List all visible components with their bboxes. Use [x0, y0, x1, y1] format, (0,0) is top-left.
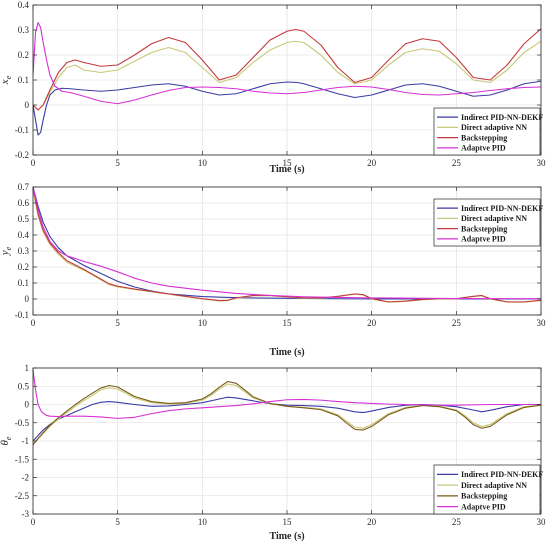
x-axis-label: Time (s): [269, 531, 304, 542]
y-tick-label: 0.1: [18, 75, 29, 85]
series-group: [33, 369, 541, 446]
y-axis-label: ye: [0, 246, 13, 256]
x-tick-label: 5: [115, 318, 120, 328]
series-group: [33, 21, 541, 136]
y-tick-label: -0.1: [15, 125, 29, 135]
legend-label: Backstepping: [461, 492, 507, 501]
x-tick-label: 25: [452, 517, 462, 527]
chart-1: 0 5 10 15 20 25 30 -0.2 -0.1 0 0.1 0.2 0.3 0.4 Time (s…: [0, 0, 546, 175]
x-tick-label: 0: [31, 158, 36, 168]
legend-label: Indirect PID-NN-DEKF: [461, 470, 543, 479]
series-line: [33, 21, 541, 105]
legend-label: Direct adaptive NN: [461, 123, 527, 132]
y-tick-label: 0.7: [18, 182, 30, 192]
series-line: [33, 187, 541, 300]
x-tick-label: 25: [452, 318, 462, 328]
y-tick-label: 0.4: [18, 230, 30, 240]
x-tick-label: 10: [198, 158, 208, 168]
y-tick-label: 0.3: [18, 246, 30, 256]
x-tick-label: 0: [31, 517, 36, 527]
legend-label: Adaptve PID: [461, 144, 506, 153]
legend: Indirect PID-NN-DEKF Direct adaptive NN Ba…: [433, 464, 543, 515]
series-line: [33, 80, 541, 136]
series-line: [33, 369, 541, 419]
series-line: [33, 40, 541, 111]
y-tick-label: 1: [25, 363, 30, 373]
y-tick-label: 0.6: [18, 198, 30, 208]
x-tick-label: 25: [452, 158, 462, 168]
y-tick-label: -3: [22, 509, 30, 519]
x-tick-label: 20: [367, 318, 377, 328]
y-tick-label: 0.4: [18, 0, 30, 10]
series-group: [33, 187, 541, 303]
series-line: [33, 28, 541, 111]
x-tick-label: 5: [115, 158, 120, 168]
legend-label: Indirect PID-NN-DEKF: [461, 113, 543, 122]
legend-label: Direct adaptive NN: [461, 481, 527, 490]
y-tick-label: 0.5: [18, 214, 30, 224]
y-tick-label: 0: [25, 294, 30, 304]
y-tick-label: 0.5: [18, 381, 30, 391]
legend-label: Adaptve PID: [461, 502, 506, 511]
legend-label: Direct adaptive NN: [461, 214, 527, 223]
y-tick-label: 0.2: [18, 50, 29, 60]
legend-label: Backstepping: [461, 224, 507, 233]
chart-2: 0 5 10 15 20 25 30-0.100.10.20.30.40.50.60.7Ti…: [0, 182, 546, 358]
y-tick-label: -2.5: [15, 491, 30, 501]
x-tick-label: 30: [537, 158, 547, 168]
x-axis-label: Time (s): [269, 347, 304, 358]
y-tick-label: -0.2: [15, 150, 29, 160]
y-tick-label: -0.1: [15, 310, 29, 320]
y-tick-label: -1: [22, 436, 30, 446]
legend-box: [433, 107, 541, 156]
x-tick-label: 15: [283, 517, 293, 527]
x-tick-label: 15: [283, 318, 293, 328]
x-axis-label: Time (s): [269, 164, 304, 175]
x-tick-label: 20: [367, 158, 377, 168]
y-tick-label: 0.1: [18, 278, 29, 288]
y-tick-label: -0.5: [15, 418, 30, 428]
x-tick-label: 30: [537, 517, 547, 527]
series-line: [33, 396, 541, 442]
chart-3: 0 5 10 15 20 25 30 -3 -2.5 -2 -1.5 -1 -0.5 0 0.5 1 Time …: [0, 363, 546, 542]
x-tick-label: 15: [283, 158, 293, 168]
x-tick-label: 30: [537, 318, 547, 328]
y-tick-label: 0.2: [18, 262, 29, 272]
y-tick-label: 0: [25, 400, 30, 410]
series-line: [33, 380, 541, 445]
y-axis-label: θe: [0, 436, 13, 445]
y-tick-label: 0: [25, 100, 30, 110]
y-axis-label: xe: [0, 75, 13, 85]
legend-box: [433, 464, 541, 515]
legend-label: Backstepping: [461, 133, 507, 142]
y-tick-label: -1.5: [15, 454, 30, 464]
legend-box: [433, 198, 541, 247]
x-tick-label: 0: [31, 318, 36, 328]
y-tick-label: -2: [22, 473, 30, 483]
legend-label: Indirect PID-NN-DEKF: [461, 204, 543, 213]
x-tick-label: 10: [198, 318, 208, 328]
x-tick-label: 5: [115, 517, 120, 527]
x-tick-label: 20: [367, 517, 377, 527]
x-tick-label: 10: [198, 517, 208, 527]
y-tick-label: 0.3: [18, 25, 30, 35]
legend-label: Adaptve PID: [461, 235, 506, 244]
series-line: [33, 383, 541, 446]
